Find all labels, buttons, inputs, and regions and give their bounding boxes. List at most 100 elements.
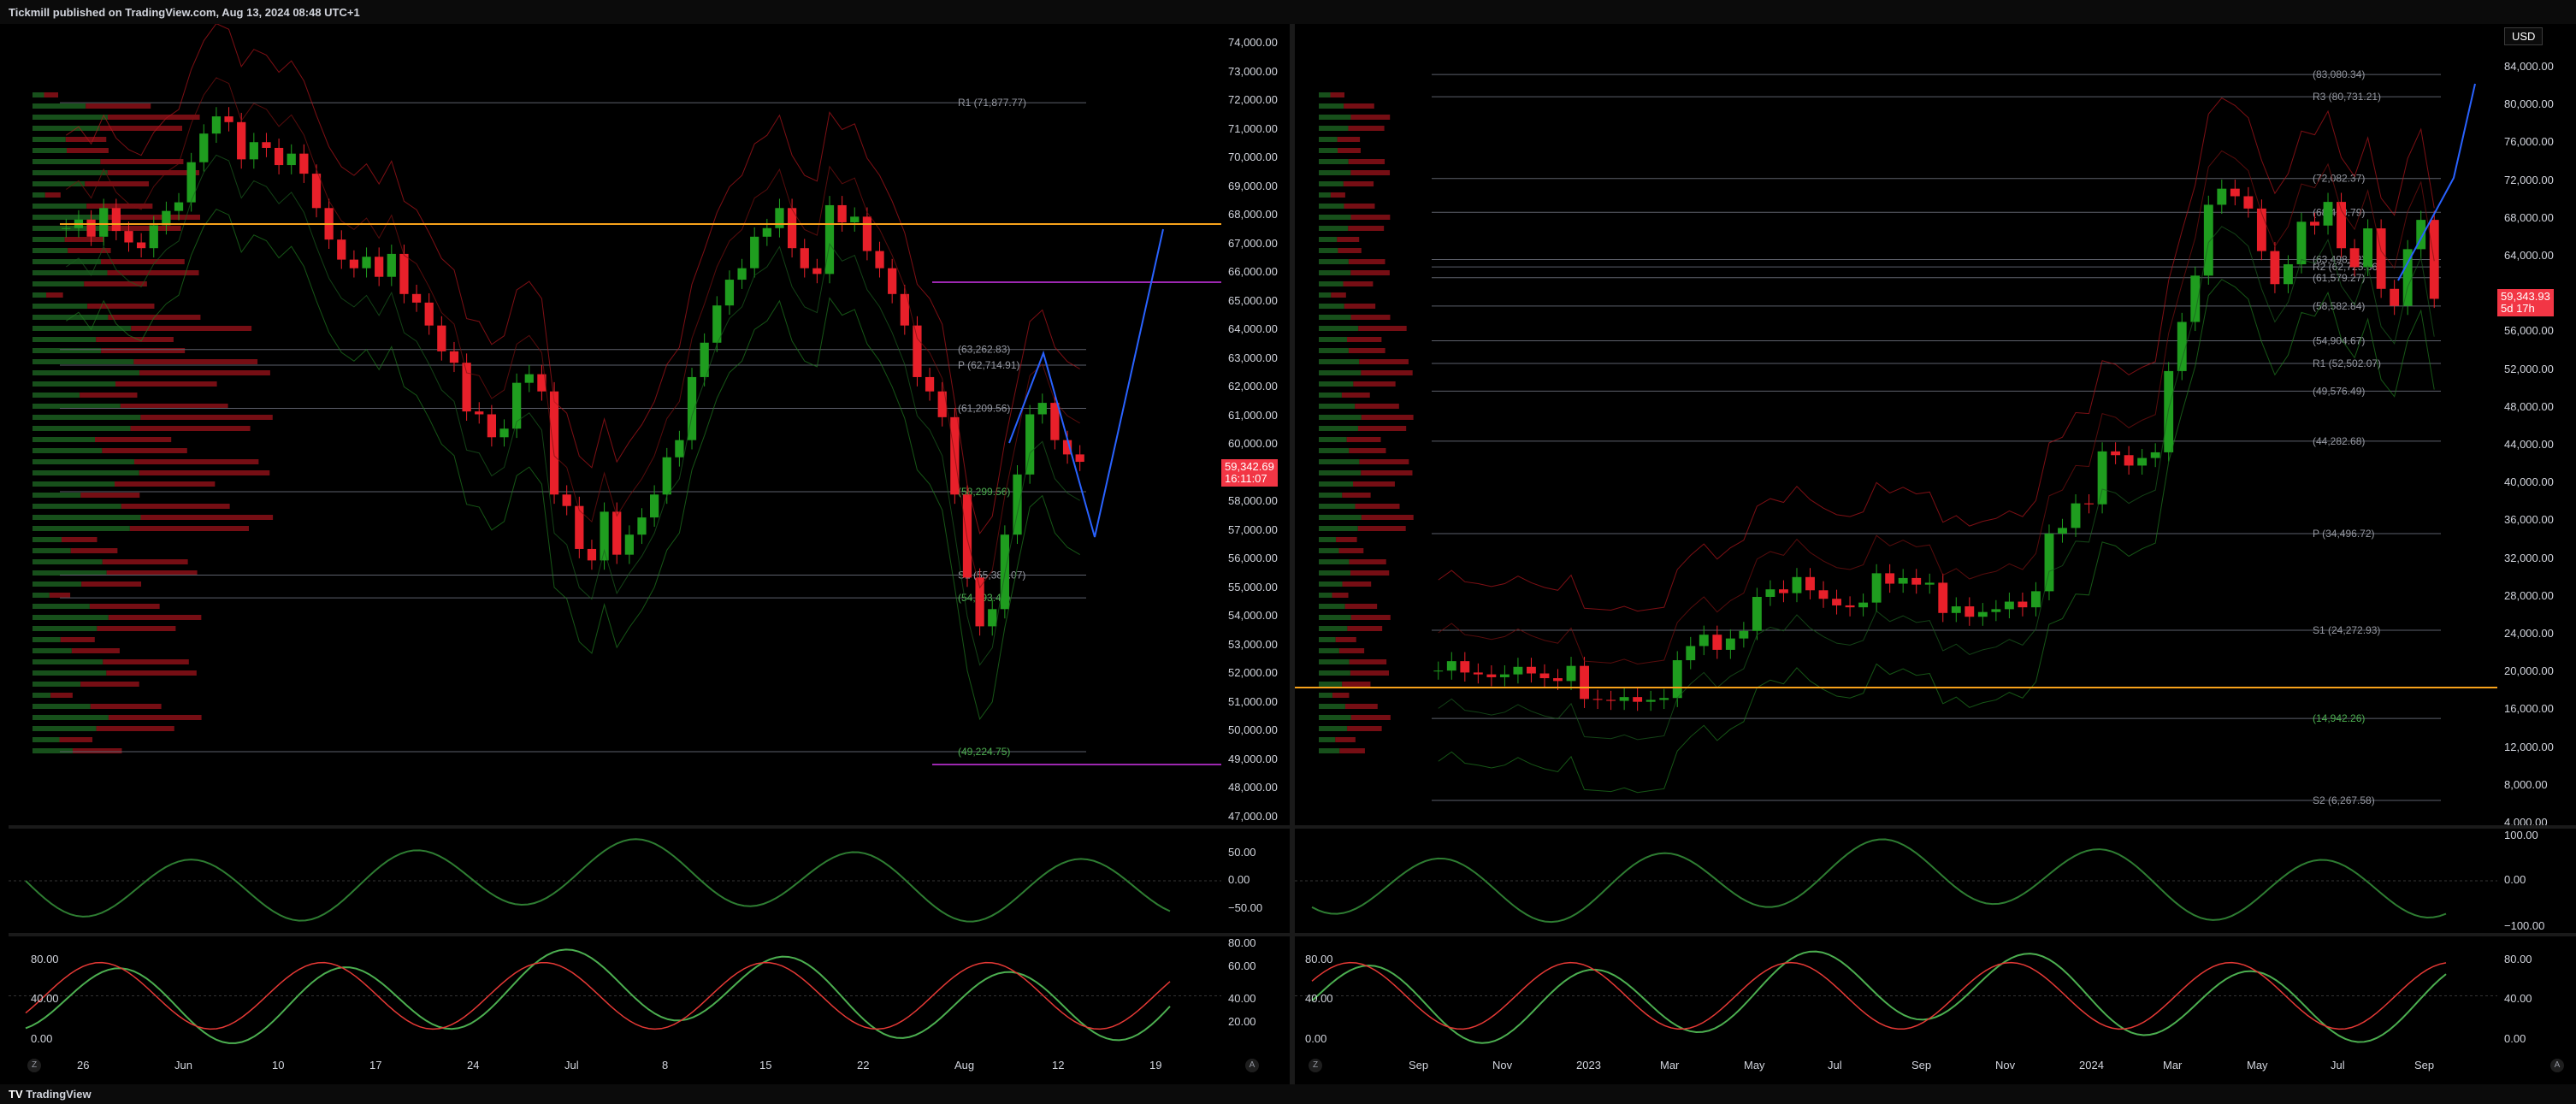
profile-bar-red	[102, 559, 188, 564]
profile-bar-green	[1319, 315, 1351, 320]
candle-body	[524, 374, 534, 383]
profile-bar-green	[32, 470, 139, 475]
right-pane-divider-1[interactable]	[1295, 825, 2576, 829]
right-rsi-pane[interactable]	[1295, 829, 2497, 933]
candle-body	[2270, 251, 2280, 285]
candle-body	[575, 505, 584, 549]
candle-body	[337, 239, 346, 260]
left-pane-divider-2[interactable]	[9, 933, 1290, 936]
candle-body	[124, 231, 133, 243]
right-price-axis[interactable]: USD 84,000.00 80,000.00 76,000.00 72,000.00…	[2497, 24, 2576, 829]
profile-bar-red	[1349, 659, 1387, 664]
timezone-icon[interactable]: Z	[27, 1059, 41, 1072]
currency-button[interactable]: USD	[2504, 27, 2544, 45]
chart-split-divider[interactable]	[1290, 24, 1295, 1084]
left-stoch-pane[interactable]: 80.00 40.00 0.00	[9, 936, 1221, 1055]
profile-bar-green	[1319, 381, 1354, 387]
left-price-tick: 56,000.00	[1228, 552, 1278, 564]
right-rsi-axis[interactable]: 100.00 0.00 −100.00	[2497, 829, 2576, 933]
band-line	[66, 77, 1080, 589]
right-price-tick: 56,000.00	[2504, 324, 2554, 338]
left-level-label: P (62,714.91)	[958, 359, 1020, 371]
left-time-axis[interactable]: Z 26 Jun 10 17 24 Jul 8 15 22 Aug 12 19 A	[9, 1055, 1290, 1076]
profile-bar-red	[1359, 359, 1409, 364]
profile-bar-red	[1335, 737, 1356, 742]
profile-bar-red	[71, 648, 120, 653]
profile-bar-green	[1319, 148, 1338, 153]
left-price-tick: 52,000.00	[1228, 666, 1278, 679]
profile-bar-red	[50, 693, 73, 698]
left-price-tick: 57,000.00	[1228, 522, 1278, 536]
profile-bar-red	[121, 504, 230, 509]
candle-body	[1553, 678, 1563, 682]
profile-bar-red	[1350, 270, 1390, 275]
left-rsi-pane[interactable]	[9, 829, 1221, 933]
candle-body	[375, 257, 384, 277]
right-pane-divider-2[interactable]	[1295, 933, 2576, 936]
profile-bar-green	[1319, 226, 1349, 231]
profile-bar-green	[1319, 682, 1343, 687]
profile-bar-green	[32, 737, 60, 742]
candle-body	[399, 253, 409, 294]
left-price-tick: 61,000.00	[1228, 408, 1278, 422]
left-countdown: 16:11:07	[1225, 472, 1267, 485]
profile-bar-green	[1319, 192, 1331, 198]
candle-body	[2084, 503, 2094, 505]
profile-bar-green	[1319, 604, 1345, 609]
profile-bar-green	[1319, 348, 1349, 353]
candle-body	[211, 116, 222, 134]
candle-body	[299, 153, 309, 174]
candle-body	[937, 391, 947, 417]
profile-bar-red	[1338, 148, 1361, 153]
left-price-axis[interactable]: 74,000.00 73,000.00 72,000.00 71,000.00 70,0…	[1221, 24, 1290, 825]
profile-bar-red	[1355, 404, 1399, 409]
profile-bar-red	[86, 204, 153, 209]
profile-bar-red	[115, 481, 216, 487]
right-last-price: 59,343.93	[2501, 290, 2550, 303]
right-stoch-pane[interactable]: 80.00 40.00 0.00	[1295, 936, 2497, 1055]
profile-bar-red	[1349, 448, 1386, 453]
candle-body	[2243, 196, 2254, 209]
profile-bar-red	[1357, 426, 1407, 431]
profile-bar-red	[73, 748, 122, 753]
profile-bar-green	[32, 215, 109, 220]
profile-bar-green	[1319, 559, 1350, 564]
right-price-tick: 8,000.00	[2504, 777, 2548, 791]
profile-bar-green	[32, 204, 87, 209]
right-stoch-axis[interactable]: 80.00 40.00 0.00	[2497, 936, 2576, 1055]
profile-bar-red	[129, 526, 249, 531]
left-level-label: (49,224.75)	[958, 746, 1010, 758]
profile-bar-green	[1319, 593, 1332, 598]
profile-bar-red	[1350, 315, 1391, 320]
profile-bar-green	[32, 593, 50, 598]
right-level-label: R3 (80,731.21)	[2313, 91, 2381, 103]
candle-body	[437, 325, 446, 351]
timezone-icon[interactable]: Z	[1309, 1059, 1322, 1072]
band-line	[1438, 279, 2435, 794]
tradingview-logo[interactable]: TV TradingView	[9, 1088, 92, 1101]
profile-bar-red	[1339, 748, 1365, 753]
profile-bar-green	[1319, 526, 1358, 531]
candle-body	[1911, 577, 1922, 585]
profile-bar-green	[32, 682, 81, 687]
candle-body	[1580, 665, 1589, 700]
left-price-pane[interactable]: R1 (71,877.77) (63,262.83) P (62,714.91) (6…	[9, 24, 1221, 825]
candle-body	[675, 440, 684, 458]
left-rsi-chart	[9, 838, 1221, 923]
right-level-label: (83,080.34)	[2313, 68, 2365, 80]
left-candlestick-chart: R1 (71,877.77) (63,262.83) P (62,714.91) (6…	[32, 24, 1221, 765]
right-level-label: (44,282.68)	[2313, 435, 2365, 447]
left-rsi-axis[interactable]: 50.00 0.00 −50.00	[1221, 829, 1290, 933]
right-price-pane[interactable]: (83,080.34)R3 (80,731.21)(72,082.37)(68,…	[1295, 24, 2497, 825]
right-time-axis[interactable]: Z Sep Nov 2023 Mar May Jul Sep Nov 2024 Mar May Jul…	[1295, 1055, 2576, 1076]
profile-bar-red	[70, 548, 118, 553]
left-pane-divider-1[interactable]	[9, 825, 1290, 829]
right-price-tick: 80,000.00	[2504, 97, 2554, 111]
candle-body	[1645, 700, 1656, 702]
band-line	[1438, 150, 2435, 664]
auto-scale-icon[interactable]: A	[2550, 1059, 2564, 1072]
auto-scale-icon[interactable]: A	[1245, 1059, 1259, 1072]
left-time-tick: Jun	[174, 1059, 192, 1072]
left-stoch-axis[interactable]: 80.00 60.00 40.00 20.00	[1221, 936, 1290, 1055]
left-time-tick: 17	[369, 1059, 382, 1072]
